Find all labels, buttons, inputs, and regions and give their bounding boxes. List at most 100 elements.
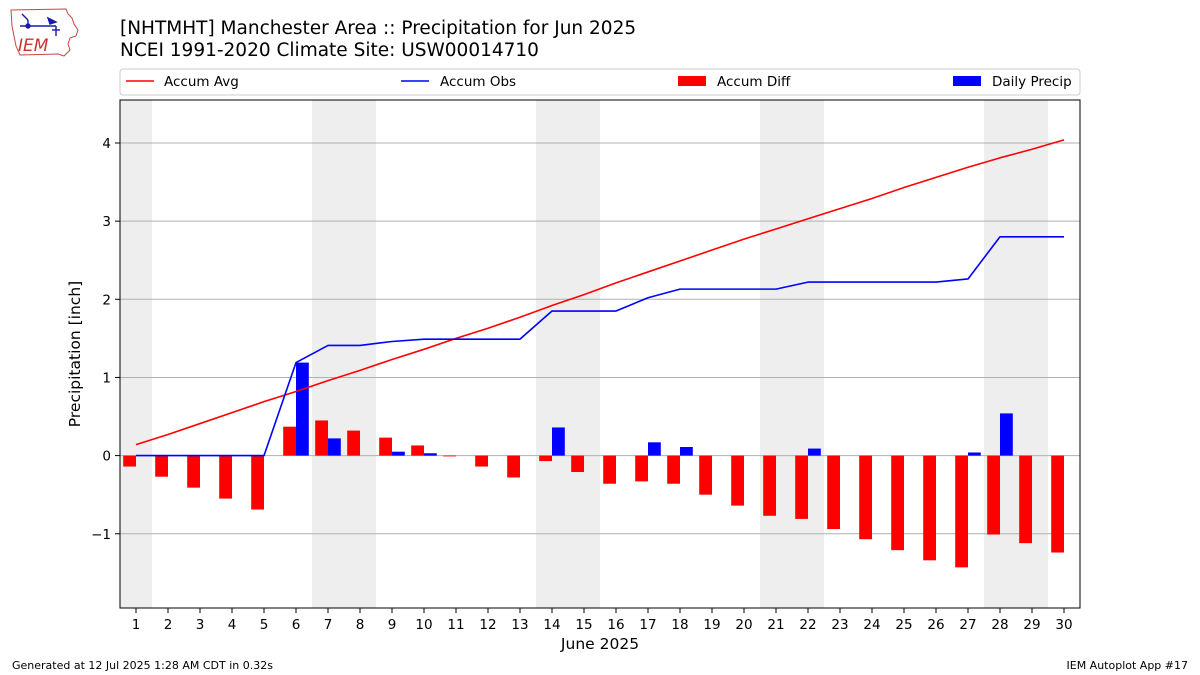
weekend-shade-day-21 bbox=[760, 100, 792, 608]
daily-precip-bar-day-22 bbox=[808, 448, 821, 456]
weekend-shade-day-1 bbox=[120, 100, 152, 608]
chart-title: [NHTMHT] Manchester Area :: Precipitatio… bbox=[120, 18, 637, 39]
accum-diff-bar-day-13 bbox=[507, 455, 520, 478]
accum-diff-bar-day-14 bbox=[539, 455, 552, 462]
accum-diff-bar-day-11 bbox=[443, 455, 456, 457]
x-tick-label: 8 bbox=[356, 617, 365, 633]
accum-diff-bar-day-18 bbox=[667, 455, 680, 484]
accum-diff-bar-day-12 bbox=[475, 455, 488, 467]
y-tick-label: 1 bbox=[102, 370, 111, 386]
accum-diff-bar-day-5 bbox=[251, 455, 264, 510]
legend: Accum Avg Accum Obs Accum Diff Daily Pre… bbox=[119, 68, 1081, 96]
gridlines bbox=[120, 142, 1080, 535]
x-tick-label: 12 bbox=[479, 617, 496, 633]
x-tick-label: 2 bbox=[164, 617, 173, 633]
x-tick-label: 26 bbox=[927, 617, 944, 633]
x-tick-label: 13 bbox=[511, 617, 528, 633]
x-tick-label: 28 bbox=[991, 617, 1008, 633]
x-tick-label: 27 bbox=[959, 617, 976, 633]
y-axis-label: Precipitation [inch] bbox=[66, 281, 84, 427]
x-axis-label: June 2025 bbox=[560, 635, 639, 653]
legend-swatch-daily-precip bbox=[953, 76, 981, 86]
accum-diff-bar-day-4 bbox=[219, 455, 232, 499]
x-tick-label: 1 bbox=[132, 617, 141, 633]
y-axis-ticks: −1 0 1 2 3 4 bbox=[91, 136, 120, 543]
weekend-shading bbox=[120, 100, 1048, 608]
plot-frame bbox=[119, 99, 1081, 609]
x-tick-label: 23 bbox=[831, 617, 848, 633]
x-tick-label: 5 bbox=[260, 617, 269, 633]
accum-diff-bar-day-10 bbox=[411, 445, 424, 456]
accum-diff-bar-day-29 bbox=[1019, 455, 1032, 544]
x-tick-label: 9 bbox=[388, 617, 397, 633]
accum-diff-bar-day-21 bbox=[763, 455, 776, 516]
accum-diff-bar-day-16 bbox=[603, 455, 616, 484]
footer-app-text: IEM Autoplot App #17 bbox=[1066, 659, 1189, 672]
weather-station-icon bbox=[20, 13, 60, 36]
accum-diff-bar-day-25 bbox=[891, 455, 904, 551]
x-tick-label: 19 bbox=[703, 617, 720, 633]
accum-diff-bar-day-27 bbox=[955, 455, 968, 568]
daily-precip-bar-day-10 bbox=[424, 453, 437, 456]
x-tick-label: 30 bbox=[1055, 617, 1072, 633]
x-tick-label: 15 bbox=[575, 617, 592, 633]
iem-logo: IEM bbox=[10, 8, 79, 57]
x-axis-ticks: 1 2 3 4 5 6 7 8 9 10 11 12 13 14 15 16 17 18 19 20 21 22 23 24 2… bbox=[132, 608, 1073, 633]
weekend-shade-day-22 bbox=[792, 100, 824, 608]
accum-diff-bar-day-6 bbox=[283, 426, 296, 456]
daily-precip-bar-day-7 bbox=[328, 438, 341, 456]
accum-diff-bar-day-24 bbox=[859, 455, 872, 540]
x-tick-label: 21 bbox=[767, 617, 784, 633]
x-tick-label: 16 bbox=[607, 617, 624, 633]
y-tick-label: 4 bbox=[102, 136, 111, 152]
accum-diff-bar-day-15 bbox=[571, 455, 584, 473]
accum-diff-bar-day-28 bbox=[987, 455, 1000, 535]
accum-diff-bar-day-23 bbox=[827, 455, 840, 530]
accum-diff-bar-day-20 bbox=[731, 455, 744, 506]
accum-diff-bar-day-30 bbox=[1051, 455, 1064, 553]
y-tick-label: 0 bbox=[102, 449, 111, 465]
legend-swatch-accum-diff bbox=[678, 76, 706, 86]
accum-diff-bar-day-22 bbox=[795, 455, 808, 519]
logo-text: IEM bbox=[18, 36, 49, 56]
weekend-shade-day-15 bbox=[568, 100, 600, 608]
y-tick-label: −1 bbox=[91, 527, 111, 543]
x-tick-label: 20 bbox=[735, 617, 752, 633]
x-tick-label: 10 bbox=[415, 617, 432, 633]
x-tick-label: 4 bbox=[228, 617, 237, 633]
x-tick-label: 14 bbox=[543, 617, 560, 633]
accum-avg-line bbox=[135, 139, 1065, 446]
daily-precip-bar-day-14 bbox=[552, 427, 565, 456]
x-tick-label: 24 bbox=[863, 617, 880, 633]
accum-diff-bar-day-26 bbox=[923, 455, 936, 561]
x-tick-label: 22 bbox=[799, 617, 816, 633]
footer-generated-text: Generated at 12 Jul 2025 1:28 AM CDT in … bbox=[12, 659, 273, 672]
legend-label-accum-obs: Accum Obs bbox=[440, 74, 516, 90]
accum-diff-bar-day-2 bbox=[155, 455, 168, 477]
x-tick-label: 3 bbox=[196, 617, 205, 633]
daily-precip-bar-day-6 bbox=[296, 362, 309, 456]
accum-diff-bar-day-8 bbox=[347, 430, 360, 456]
x-tick-label: 18 bbox=[671, 617, 688, 633]
accum-diff-bar-day-1 bbox=[123, 455, 136, 467]
accum-diff-bar-day-17 bbox=[635, 455, 648, 482]
legend-frame bbox=[119, 68, 1081, 96]
bars bbox=[123, 362, 1064, 568]
x-tick-label: 6 bbox=[292, 617, 301, 633]
x-tick-label: 7 bbox=[324, 617, 333, 633]
x-tick-label: 25 bbox=[895, 617, 912, 633]
weekend-shade-day-8 bbox=[344, 100, 376, 608]
weekend-shade-day-14 bbox=[536, 100, 568, 608]
weekend-shade-day-7 bbox=[312, 100, 344, 608]
legend-label-daily-precip: Daily Precip bbox=[992, 74, 1072, 90]
daily-precip-bar-day-18 bbox=[680, 447, 693, 456]
daily-precip-bar-day-28 bbox=[1000, 413, 1013, 456]
lines bbox=[135, 139, 1065, 457]
daily-precip-bar-day-9 bbox=[392, 451, 405, 456]
accum-diff-bar-day-7 bbox=[315, 420, 328, 456]
accum-diff-bar-day-19 bbox=[699, 455, 712, 495]
accum-diff-bar-day-9 bbox=[379, 437, 392, 456]
iowa-state-outline bbox=[10, 8, 79, 57]
daily-precip-bar-day-17 bbox=[648, 442, 661, 456]
